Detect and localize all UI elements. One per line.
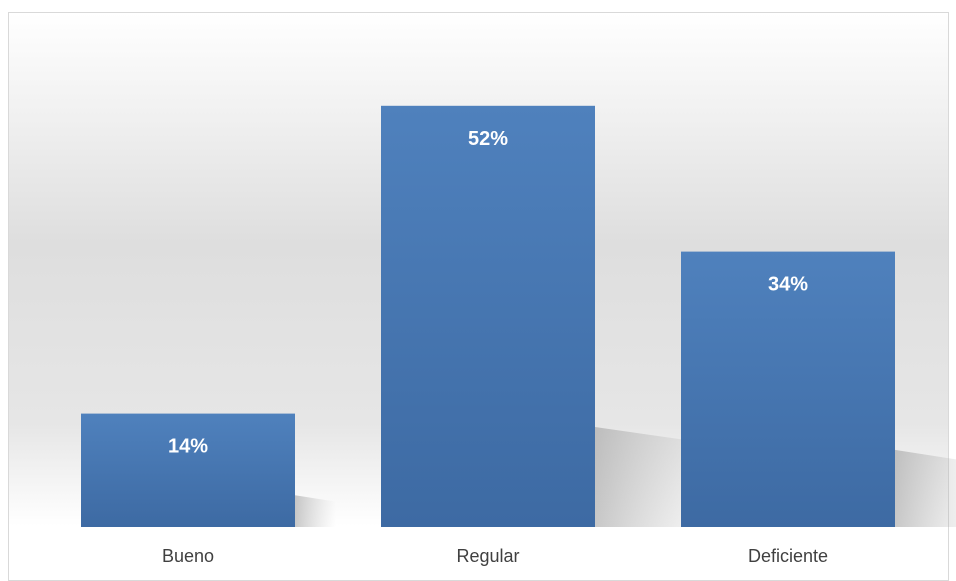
bar-regular bbox=[381, 105, 595, 528]
bars-group bbox=[81, 105, 895, 528]
bar-shadow-bueno bbox=[295, 495, 336, 527]
bar-shadow-deficiente bbox=[895, 449, 956, 527]
data-label-deficiente: 34% bbox=[768, 274, 808, 296]
data-label-bueno: 14% bbox=[168, 436, 208, 458]
bar-deficiente bbox=[681, 251, 895, 527]
category-label-deficiente: Deficiente bbox=[748, 546, 828, 566]
bar-bueno bbox=[81, 413, 295, 527]
category-labels-group: Bueno Regular Deficiente bbox=[162, 546, 828, 566]
data-labels-group: 14% 52% 34% bbox=[168, 128, 808, 458]
data-label-regular: 52% bbox=[468, 128, 508, 150]
category-label-regular: Regular bbox=[456, 546, 519, 566]
category-label-bueno: Bueno bbox=[162, 546, 214, 566]
